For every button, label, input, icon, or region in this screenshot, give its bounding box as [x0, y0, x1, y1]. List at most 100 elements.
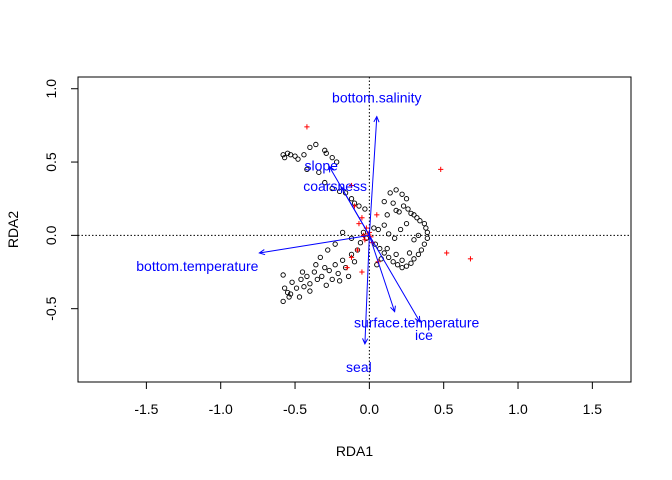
species-point [359, 215, 365, 221]
site-point [417, 218, 423, 224]
x-tick-label: 1.0 [508, 401, 528, 417]
vector-label: ice [415, 327, 433, 343]
site-point [289, 279, 295, 285]
site-point [375, 226, 381, 233]
site-point [408, 260, 414, 266]
species-point [348, 182, 355, 189]
y-tick-label: 1.0 [43, 79, 59, 99]
site-point [393, 251, 399, 258]
site-point [423, 225, 429, 231]
vector-shaft [368, 235, 421, 323]
species-point [356, 221, 362, 227]
site-point [311, 269, 318, 275]
site-point [281, 154, 288, 161]
x-tick-label: 0.5 [434, 401, 454, 417]
site-point [332, 241, 338, 247]
species-point [359, 269, 365, 275]
site-point [307, 144, 313, 151]
site-point [314, 276, 320, 283]
site-point [317, 254, 323, 261]
site-point [280, 298, 286, 305]
site-point [329, 185, 335, 192]
site-point [400, 203, 407, 209]
site-point [396, 209, 402, 215]
vector-head [258, 249, 266, 256]
site-point [287, 291, 294, 297]
site-point [323, 282, 329, 288]
species-point [438, 166, 444, 172]
vector-arrow [368, 235, 421, 323]
site-point [394, 262, 401, 268]
vector-shaft [259, 234, 370, 254]
site-point [408, 210, 414, 217]
vector-label: bottom.salinity [332, 90, 421, 106]
site-point [403, 220, 410, 227]
site-point [329, 276, 335, 283]
site-point [362, 206, 368, 212]
x-tick-label: 0.0 [360, 401, 380, 417]
site-point [292, 153, 298, 159]
site-point [322, 147, 328, 153]
site-point [345, 273, 352, 280]
site-point [339, 229, 346, 236]
site-point [323, 150, 329, 156]
site-point [351, 259, 358, 265]
x-axis-title: RDA1 [336, 443, 374, 459]
site-point [304, 166, 310, 173]
vector-label: bottom.temperature [136, 258, 258, 274]
site-point [415, 251, 422, 258]
species-point [467, 256, 474, 262]
site-point [307, 288, 313, 294]
vector-head [362, 338, 369, 346]
y-tick-label: -0.5 [43, 296, 59, 320]
vector-head [390, 305, 396, 313]
vector-label: seal [346, 359, 372, 375]
site-point [411, 212, 417, 218]
site-point [411, 237, 417, 243]
site-point [322, 264, 328, 271]
site-point [381, 250, 387, 256]
vector-arrow [258, 234, 370, 256]
site-point [348, 196, 355, 202]
vector-arrow [362, 235, 370, 346]
site-point [386, 254, 392, 261]
species-point [360, 232, 367, 238]
site-point [280, 272, 286, 278]
site-point [319, 273, 325, 280]
site-point [414, 215, 420, 221]
site-point [301, 152, 307, 158]
site-point [299, 269, 306, 275]
site-point [421, 220, 428, 227]
site-point [339, 257, 346, 263]
species-point [344, 265, 350, 271]
site-point [281, 285, 288, 291]
x-tick-label: -0.5 [283, 401, 307, 417]
site-point [284, 289, 291, 296]
site-point [316, 169, 322, 175]
site-point [307, 281, 313, 287]
reference-lines [78, 77, 631, 382]
site-point [293, 285, 300, 291]
vector-arrow [368, 115, 380, 236]
vector-head [340, 185, 347, 193]
y-tick-label: 0.5 [43, 152, 59, 172]
site-point [334, 159, 340, 165]
vector-shaft [340, 186, 370, 236]
site-point [424, 229, 430, 236]
site-point [304, 273, 310, 280]
site-point [399, 257, 405, 263]
species-point [348, 254, 355, 260]
site-point [390, 259, 396, 265]
species-point [354, 247, 361, 253]
vector-head [373, 115, 380, 123]
site-point [403, 263, 410, 269]
species-point [374, 212, 380, 218]
site-point [322, 179, 328, 186]
site-point [391, 235, 398, 241]
species-point [304, 124, 310, 130]
vector-label: surface.temperature [354, 315, 479, 331]
site-point [301, 284, 307, 290]
site-point [325, 247, 331, 253]
species-point [444, 250, 450, 256]
site-point [421, 241, 428, 247]
